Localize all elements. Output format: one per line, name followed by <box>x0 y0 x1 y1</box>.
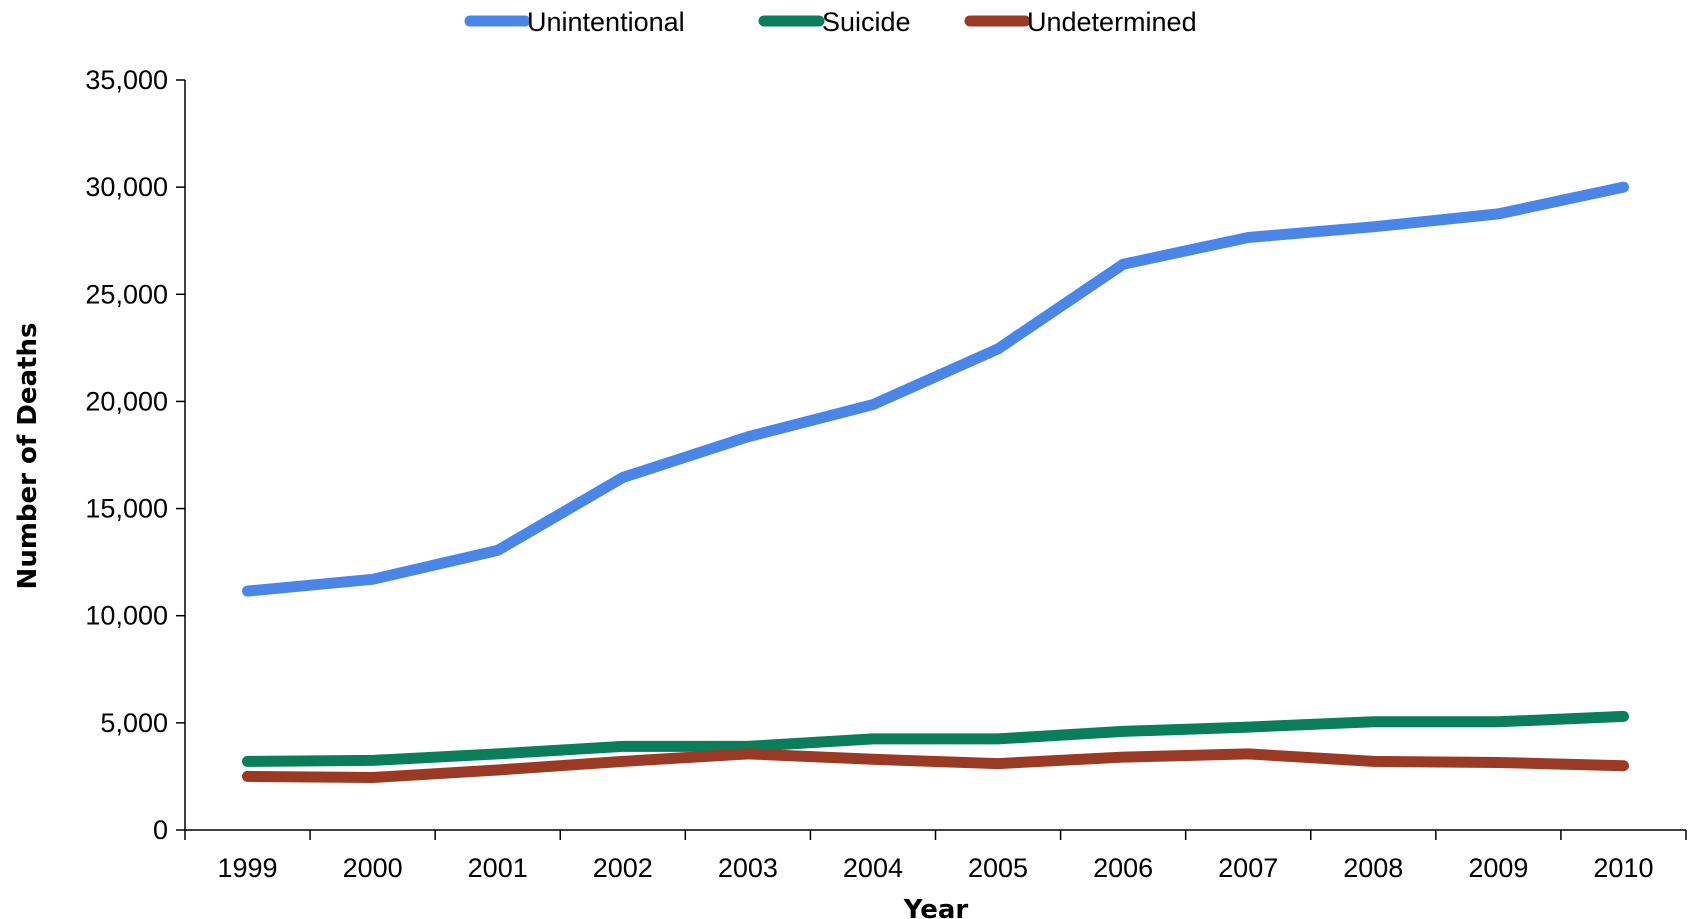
legend-item: Unintentional <box>464 7 685 37</box>
series-line <box>242 181 1629 597</box>
series-suicide <box>242 710 1629 767</box>
y-tick-label: 25,000 <box>85 279 168 309</box>
legend-label: Unintentional <box>527 7 685 37</box>
legend-item: Suicide <box>758 7 911 37</box>
y-axis-title: Number of Deaths <box>13 323 43 590</box>
y-tick-label: 5,000 <box>100 708 168 738</box>
x-axis-title: Year <box>903 895 969 919</box>
x-tick-label: 1999 <box>218 853 278 883</box>
x-tick-label: 2003 <box>718 853 778 883</box>
series-unintentional <box>242 181 1629 597</box>
y-tick-label: 35,000 <box>85 65 168 95</box>
x-tick-label: 2007 <box>1218 853 1278 883</box>
legend-item: Undetermined <box>964 7 1197 37</box>
x-tick-label: 2009 <box>1468 853 1528 883</box>
y-tick-label: 30,000 <box>85 172 168 202</box>
y-tick-label: 20,000 <box>85 386 168 416</box>
legend-label: Suicide <box>822 7 911 37</box>
series-line <box>242 748 1629 783</box>
x-axis: 1999 2000 2001 2002 2003 2004 2005 2006 2007 2008… <box>184 829 1687 883</box>
series-line <box>242 710 1629 767</box>
x-tick-label: 2010 <box>1593 853 1653 883</box>
x-tick-label: 2002 <box>593 853 653 883</box>
legend: Unintentional Suicide Undetermined <box>464 7 1197 37</box>
series-undetermined <box>242 748 1629 783</box>
x-tick-label: 2004 <box>843 853 903 883</box>
legend-label: Undetermined <box>1027 7 1197 37</box>
series-layer <box>242 181 1629 783</box>
x-tick-label: 2005 <box>968 853 1028 883</box>
y-axis: 0 5,000 10,000 15,000 20,000 25,000 30,000 35,0… <box>85 65 186 845</box>
y-tick-label: 15,000 <box>85 494 168 524</box>
y-tick-label: 10,000 <box>85 601 168 631</box>
x-tick-label: 2006 <box>1093 853 1153 883</box>
y-tick-label: 0 <box>153 815 168 845</box>
x-tick-label: 2000 <box>343 853 403 883</box>
x-tick-label: 2001 <box>468 853 528 883</box>
x-tick-label: 2008 <box>1343 853 1403 883</box>
